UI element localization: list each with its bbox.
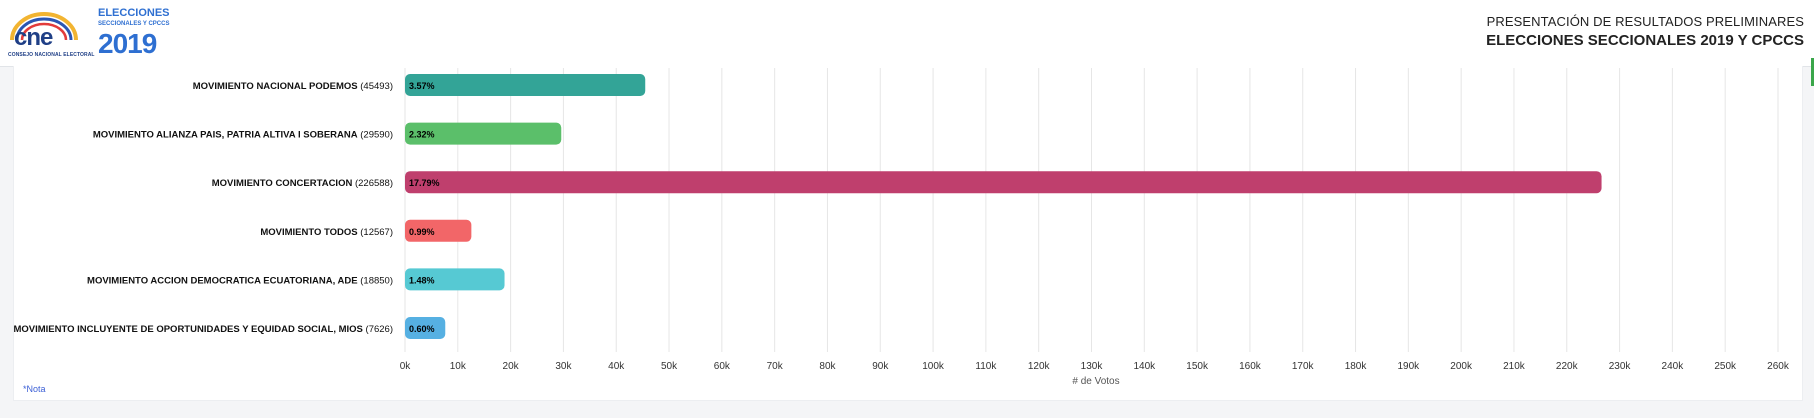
category-label: MOVIMIENTO ACCION DEMOCRATICA ECUATORIAN… (87, 275, 393, 286)
footnote-link[interactable]: *Nota (23, 384, 46, 394)
category-label: MOVIMIENTO TODOS (12567) (260, 227, 393, 238)
x-tick-label: 200k (1450, 361, 1473, 372)
x-tick-label: 20k (503, 361, 520, 372)
category-vote-count: (29590) (358, 130, 393, 141)
category-vote-count: (45493) (358, 81, 393, 92)
category-label: MOVIMIENTO NACIONAL PODEMOS (45493) (193, 81, 393, 92)
chart-gridlines (404, 68, 1779, 352)
x-tick-label: 0k (400, 361, 412, 372)
x-tick-label: 90k (872, 361, 889, 372)
chart-x-axis: 0k 10k 20k 30k 40k 50k 60k 70k 80k 90k 100k 110k 120… (400, 361, 1790, 372)
x-tick-label: 240k (1662, 361, 1685, 372)
x-tick-label: 110k (975, 361, 997, 372)
x-tick-label: 60k (714, 361, 731, 372)
elecciones-logo-subtitle: SECCIONALES Y CPCCS (98, 21, 170, 27)
x-tick-label: 120k (1028, 361, 1051, 372)
bar[interactable] (405, 317, 446, 339)
x-tick-label: 150k (1186, 361, 1209, 372)
x-tick-label: 10k (450, 361, 467, 372)
elecciones-2019-logo: ELECCIONES SECCIONALES Y CPCCS 2019 (98, 8, 170, 60)
header-titles: PRESENTACIÓN DE RESULTADOS PRELIMINARES … (1486, 14, 1804, 49)
page-header: CNE CONSEJO NACIONAL ELECTORAL ELECCIONE… (0, 0, 1814, 67)
category-name: MOVIMIENTO NACIONAL PODEMOS (193, 81, 358, 92)
cne-logo[interactable] (6, 6, 90, 60)
bar-data-label: 17.79% (409, 178, 440, 188)
elecciones-logo-title: ELECCIONES (98, 7, 170, 19)
category-vote-count: (226588) (352, 178, 393, 189)
x-tick-label: 190k (1398, 361, 1421, 372)
x-tick-label: 170k (1292, 361, 1315, 372)
header-subtitle: PRESENTACIÓN DE RESULTADOS PRELIMINARES (1486, 14, 1804, 29)
category-name: MOVIMIENTO CONCERTACION (212, 178, 353, 189)
x-tick-label: 70k (767, 361, 784, 372)
bar[interactable] (405, 171, 1602, 194)
elecciones-logo-year: 2019 (98, 28, 157, 59)
category-vote-count: (7626) (363, 324, 393, 335)
scroll-edge-indicator (1811, 58, 1814, 86)
bar[interactable] (405, 219, 472, 242)
bar[interactable] (405, 122, 562, 145)
x-tick-label: 80k (819, 361, 836, 372)
x-tick-label: 30k (555, 361, 572, 372)
x-tick-label: 40k (608, 361, 625, 372)
x-tick-label: 250k (1714, 361, 1737, 372)
bar[interactable] (405, 268, 505, 291)
x-tick-label: 210k (1503, 361, 1526, 372)
x-tick-label: 260k (1767, 361, 1790, 372)
category-label: MOVIMIENTO INCLUYENTE DE OPORTUNIDADES Y… (13, 324, 393, 335)
x-tick-label: 140k (1133, 361, 1156, 372)
chart-category-labels: MOVIMIENTO NACIONAL PODEMOS (45493)MOVIM… (13, 81, 393, 335)
bar-data-label: 0.99% (409, 227, 435, 237)
bar-data-label: 2.32% (409, 130, 435, 140)
x-tick-label: 230k (1609, 361, 1632, 372)
chart-bars: 3.57% 2.32% 17.79% 0.99% 1.48% 0.60% (405, 74, 1602, 339)
category-name: MOVIMIENTO TODOS (260, 227, 357, 238)
category-name: MOVIMIENTO ALIANZA PAIS, PATRIA ALTIVA I… (93, 130, 358, 141)
bar-data-label: 1.48% (409, 275, 435, 285)
category-label: MOVIMIENTO CONCERTACION (226588) (212, 178, 393, 189)
category-vote-count: (18850) (358, 275, 393, 286)
category-name: MOVIMIENTO ACCION DEMOCRATICA ECUATORIAN… (87, 275, 358, 286)
x-tick-label: 130k (1081, 361, 1104, 372)
category-label: MOVIMIENTO ALIANZA PAIS, PATRIA ALTIVA I… (93, 130, 393, 141)
x-tick-label: 50k (661, 361, 678, 372)
cne-logo-text: CNE (14, 24, 53, 51)
chart-panel (13, 66, 1803, 401)
x-tick-label: 160k (1239, 361, 1262, 372)
cne-logo-caption: CONSEJO NACIONAL ELECTORAL (8, 52, 95, 58)
x-tick-label: 100k (922, 361, 945, 372)
category-vote-count: (12567) (358, 227, 393, 238)
bar-data-label: 0.60% (409, 324, 435, 334)
x-tick-label: 220k (1556, 361, 1579, 372)
page-title: ELECCIONES SECCIONALES 2019 Y CPCCS (1486, 32, 1804, 49)
x-tick-label: 180k (1345, 361, 1368, 372)
bar-data-label: 3.57% (409, 81, 435, 91)
category-name: MOVIMIENTO INCLUYENTE DE OPORTUNIDADES Y… (13, 324, 362, 335)
x-axis-title: # de Votos (1072, 376, 1119, 387)
cne-logo-arcs-icon (10, 12, 78, 41)
bar[interactable] (405, 74, 646, 96)
